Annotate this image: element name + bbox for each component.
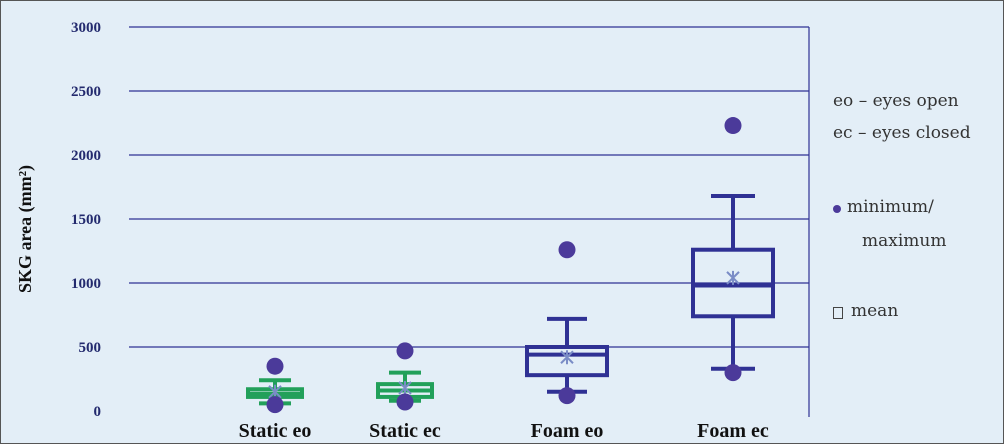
box-layer [246, 117, 775, 414]
x-tick-label: Foam ec [697, 420, 769, 442]
legend-minmax: minimum/ [847, 197, 934, 217]
x-tick-label: Foam eo [531, 420, 604, 442]
box [691, 247, 775, 319]
legend-mean: mean [851, 301, 899, 321]
legend-mean-icon [833, 307, 843, 319]
min-point [266, 396, 284, 414]
axis-layer: 0 500 1000 1500 2000 2500 3000 Static eo Static … [71, 20, 769, 442]
max-point [396, 342, 414, 360]
legend-dot-icon [833, 205, 841, 213]
y-tick-label: 0 [94, 404, 102, 420]
min-point [558, 387, 576, 405]
y-tick-label: 3000 [71, 20, 101, 36]
y-axis-label: SKG area (mm²) [15, 165, 36, 293]
x-tick-label: Static ec [369, 420, 441, 442]
y-tick-label: 2000 [71, 148, 101, 164]
max-point [266, 357, 284, 375]
max-point [724, 117, 742, 135]
min-point [724, 364, 742, 382]
grid-layer [129, 26, 810, 417]
mean-marker [726, 270, 740, 285]
mean-marker [560, 350, 574, 365]
legend-ec: ec – eyes closed [833, 123, 971, 143]
legend-minmax-2: maximum [862, 231, 947, 251]
y-tick-label: 500 [79, 340, 102, 356]
mean-marker [398, 380, 412, 395]
y-tick-label: 2500 [71, 84, 101, 100]
y-tick-label: 1500 [71, 212, 101, 228]
x-tick-label: Static eo [239, 420, 312, 442]
max-point [558, 241, 576, 259]
min-point [396, 393, 414, 411]
legend-eo: eo – eyes open [833, 91, 959, 111]
y-tick-label: 1000 [71, 276, 101, 292]
box [525, 345, 609, 378]
